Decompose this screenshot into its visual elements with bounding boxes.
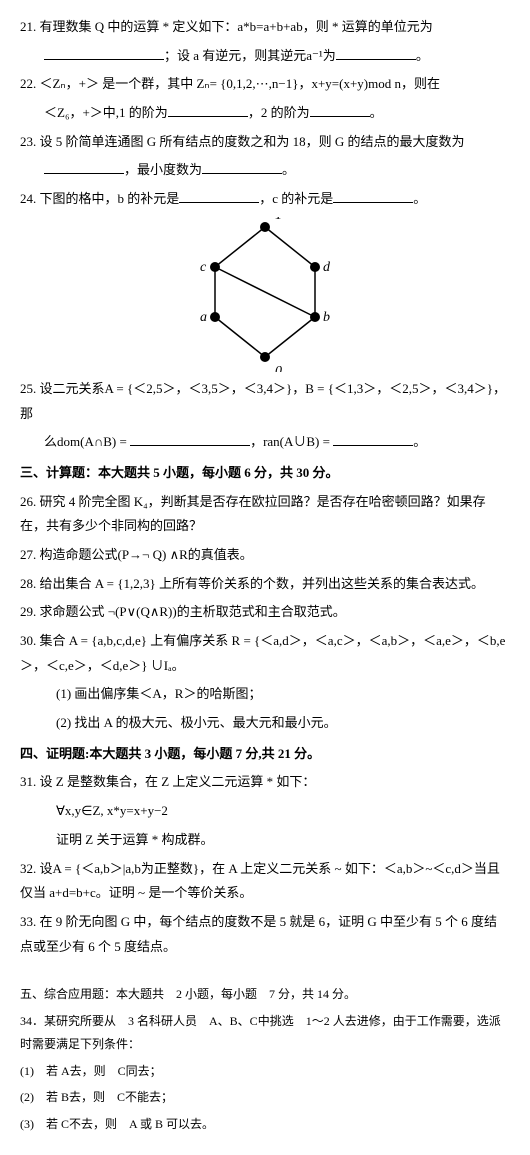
blank	[179, 188, 259, 203]
text: ，2 的阶为	[248, 105, 310, 120]
svg-text:0: 0	[275, 364, 282, 372]
blank	[336, 45, 416, 60]
q32: 32. 设A = {＜a,b＞|a,b为正整数}，在 A 上定义二元关系 ~ 如…	[20, 857, 510, 906]
text: ＜Z₆，+＞中,1 的阶为	[44, 105, 168, 120]
text: 设二元关系A = {＜2,5＞，＜3,5＞，＜3,4＞}，B = {＜1,3＞，…	[20, 381, 506, 421]
q34-c1: (1) 若 A去，则 C同去；	[20, 1060, 510, 1083]
text: 设A = {＜a,b＞|a,b为正整数}，在 A 上定义二元关系 ~ 如下：＜a…	[20, 861, 500, 901]
q30-sub2: (2) 找出 A 的极大元、极小元、最大元和最小元。	[56, 711, 510, 736]
num: 28.	[20, 576, 36, 591]
text: ，ran(A∪B) =	[250, 434, 330, 449]
num: 23.	[20, 134, 36, 149]
text: 设 Z 是整数集合，在 Z 上定义二元运算 * 如下：	[40, 774, 316, 789]
text: 下图的格中，b 的补元是	[40, 191, 180, 206]
q31-line2: 证明 Z 关于运算 * 构成群。	[56, 828, 510, 853]
q26: 26. 研究 4 阶完全图 K₄，判断其是否存在欧拉回路？是否存在哈密顿回路？如…	[20, 490, 510, 539]
text: 构造命题公式(P→¬ Q) ∧R的真值表。	[40, 547, 253, 562]
num: 24.	[20, 191, 36, 206]
q21: 21. 有理数集 Q 中的运算 * 定义如下：a*b=a+b+ab，则 * 运算…	[20, 15, 510, 40]
text: 给出集合 A = {1,2,3} 上所有等价关系的个数，并列出这些关系的集合表达…	[40, 576, 484, 591]
num: 32.	[20, 861, 36, 876]
text: 有理数集 Q 中的运算 * 定义如下：a*b=a+b+ab，则 * 运算的单位元…	[40, 19, 433, 34]
text: 。	[370, 105, 383, 120]
q31: 31. 设 Z 是整数集合，在 Z 上定义二元运算 * 如下：	[20, 770, 510, 795]
q23: 23. 设 5 阶简单连通图 G 所有结点的度数之和为 18，则 G 的结点的最…	[20, 130, 510, 155]
q34-c2: (2) 若 B去，则 C不能去；	[20, 1086, 510, 1109]
num: 33.	[20, 914, 36, 929]
q22-line2: ＜Z₆，+＞中,1 的阶为 ，2 的阶为 。	[44, 101, 510, 126]
blank	[168, 102, 248, 117]
q22: 22. ＜Zₙ，+＞ 是一个群，其中 Zₙ= {0,1,2,⋯,n−1}，x+y…	[20, 72, 510, 97]
text: 某研究所要从 3 名科研人员 A、B、C中挑选 1～2 人去进修，由于工作需要，…	[20, 1014, 501, 1051]
lattice-diagram: 1 c d a b 0	[165, 217, 365, 372]
blank	[44, 45, 164, 60]
text: ，最小度数为	[124, 162, 202, 177]
q21-line2: ；设 a 有逆元，则其逆元a⁻¹为 。	[44, 44, 510, 69]
num: 29.	[20, 604, 36, 619]
q28: 28. 给出集合 A = {1,2,3} 上所有等价关系的个数，并列出这些关系的…	[20, 572, 510, 597]
q34-c3: (3) 若 C不去，则 A 或 B 可以去。	[20, 1113, 510, 1136]
section-5: 五、综合应用题：本大题共 2 小题，每小题 7 分，共 14 分。	[20, 983, 510, 1006]
q31-formula: ∀x,y∈Z, x*y=x+y−2	[56, 799, 510, 824]
text: 。	[282, 162, 295, 177]
q29: 29. 求命题公式 ¬(P∨(Q∧R))的主析取范式和主合取范式。	[20, 600, 510, 625]
q33: 33. 在 9 阶无向图 G 中，每个结点的度数不是 5 就是 6，证明 G 中…	[20, 910, 510, 959]
section-3: 三、计算题：本大题共 5 小题，每小题 6 分，共 30 分。	[20, 461, 510, 486]
svg-text:a: a	[200, 310, 207, 325]
num: 34．	[20, 1014, 44, 1028]
text: ；设 a 有逆元，则其逆元a⁻¹为	[164, 48, 336, 63]
text: 设 5 阶简单连通图 G 所有结点的度数之和为 18，则 G 的结点的最大度数为	[40, 134, 465, 149]
q24: 24. 下图的格中，b 的补元是 ，c 的补元是 。	[20, 187, 510, 212]
num: 31.	[20, 774, 36, 789]
q30: 30. 集合 A = {a,b,c,d,e} 上有偏序关系 R = {＜a,d＞…	[20, 629, 510, 678]
blank	[130, 431, 250, 446]
section-4: 四、证明题:本大题共 3 小题，每小题 7 分,共 21 分。	[20, 742, 510, 767]
text: 研究 4 阶完全图 K₄，判断其是否存在欧拉回路？是否存在哈密顿回路？如果存在，…	[20, 494, 486, 534]
blank	[333, 431, 413, 446]
q23-line2: ，最小度数为 。	[44, 158, 510, 183]
q27: 27. 构造命题公式(P→¬ Q) ∧R的真值表。	[20, 543, 510, 568]
svg-text:b: b	[323, 310, 330, 325]
q34: 34．某研究所要从 3 名科研人员 A、B、C中挑选 1～2 人去进修，由于工作…	[20, 1010, 510, 1056]
text: 集合 A = {a,b,c,d,e} 上有偏序关系 R = {＜a,d＞，＜a,…	[20, 633, 505, 673]
q25-line2: 么dom(A∩B) = ，ran(A∪B) = 。	[44, 430, 510, 455]
blank	[202, 159, 282, 174]
blank	[44, 159, 124, 174]
svg-text:1: 1	[275, 217, 282, 223]
svg-text:c: c	[200, 260, 207, 275]
svg-text:d: d	[323, 260, 331, 275]
blank	[333, 188, 413, 203]
text: ，c 的补元是	[259, 191, 333, 206]
num: 27.	[20, 547, 36, 562]
text: 在 9 阶无向图 G 中，每个结点的度数不是 5 就是 6，证明 G 中至少有 …	[20, 914, 497, 954]
blank	[310, 102, 370, 117]
num: 30.	[20, 633, 36, 648]
text: 。	[416, 48, 429, 63]
text: 。	[413, 191, 426, 206]
q30-sub1: (1) 画出偏序集＜A，R＞的哈斯图；	[56, 682, 510, 707]
text: 么dom(A∩B) =	[44, 434, 127, 449]
text: ＜Zₙ，+＞ 是一个群，其中 Zₙ= {0,1,2,⋯,n−1}，x+y=(x+…	[40, 76, 440, 91]
text: 。	[413, 434, 426, 449]
num: 25.	[20, 381, 36, 396]
q25: 25. 设二元关系A = {＜2,5＞，＜3,5＞，＜3,4＞}，B = {＜1…	[20, 377, 510, 426]
text: 求命题公式 ¬(P∨(Q∧R))的主析取范式和主合取范式。	[40, 604, 346, 619]
num: 21.	[20, 19, 36, 34]
num: 26.	[20, 494, 36, 509]
num: 22.	[20, 76, 36, 91]
